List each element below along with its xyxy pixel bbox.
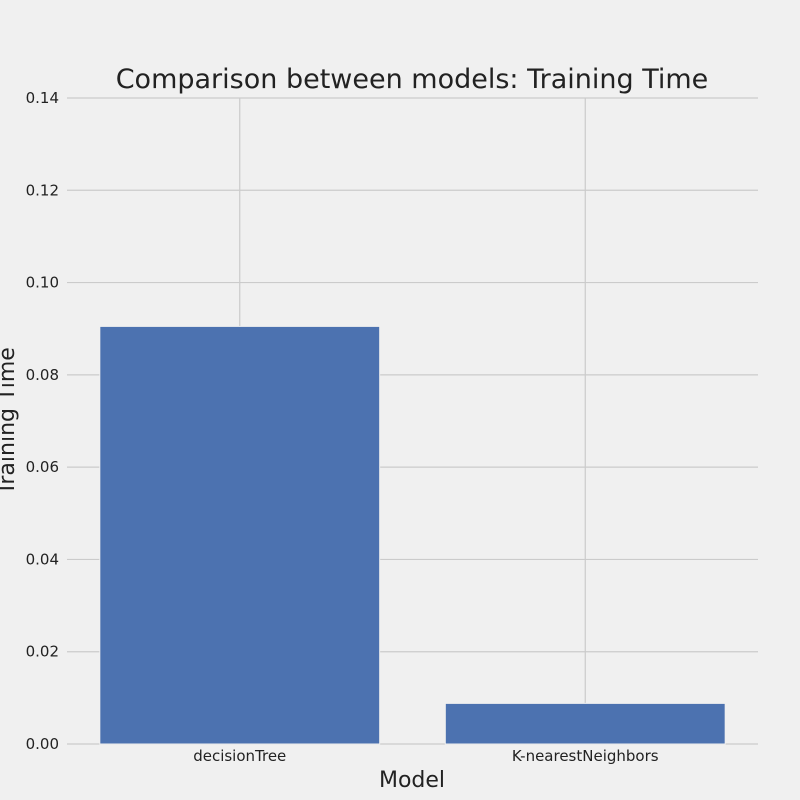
y-tick-label: 0.06 (26, 458, 59, 476)
bar-K-nearestNeighbors (444, 702, 726, 745)
y-axis-label: Training Time (0, 347, 20, 496)
y-tick-label: 0.12 (26, 181, 59, 199)
bar-decisionTree (99, 325, 381, 745)
y-tick-label: 0.04 (26, 550, 59, 568)
y-tick-label: 0.08 (26, 366, 59, 384)
chart-title: Comparison between models: Training Time (116, 64, 709, 95)
y-tick-label: 0.00 (26, 735, 59, 753)
x-tick-label: decisionTree (193, 747, 286, 765)
y-tick-label: 0.10 (26, 274, 59, 292)
bar-layer (99, 325, 726, 745)
x-axis-label: Model (379, 768, 445, 793)
y-tick-label: 0.02 (26, 643, 59, 661)
tick-layer: 0.00 0.02 0.04 0.06 0.08 0.10 0.12 0.14 decision… (26, 89, 659, 765)
x-tick-label: K-nearestNeighbors (512, 747, 659, 765)
y-tick-label: 0.14 (26, 89, 59, 107)
